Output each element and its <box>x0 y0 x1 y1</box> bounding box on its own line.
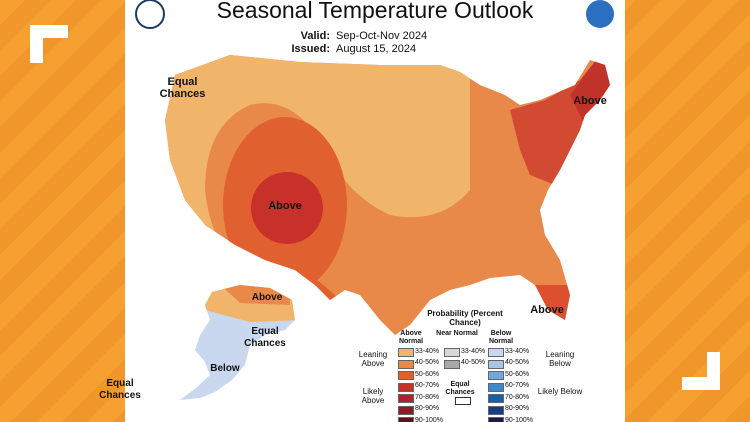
below-swatch <box>488 359 504 369</box>
legend-range: 80-90% <box>505 405 530 412</box>
row-label: Likely Below <box>537 387 583 396</box>
legend-title: Probability (Percent Chance) <box>427 309 503 327</box>
row-label: Leaning Below <box>545 350 575 368</box>
equal-label: Equal Chances <box>445 381 475 396</box>
noaa-logo <box>586 0 614 28</box>
map-label: Below <box>210 363 240 374</box>
below-swatch <box>488 382 504 392</box>
corner-bracket <box>30 25 68 63</box>
map-label: Equal Chances <box>99 378 141 401</box>
above-swatch <box>398 405 414 415</box>
map-label: Above <box>251 292 283 303</box>
legend-column: Below Normal <box>488 330 514 345</box>
above-swatch <box>398 382 414 392</box>
conus <box>165 55 610 335</box>
legend-range: 40-50% <box>505 359 530 366</box>
below-swatch <box>488 371 504 380</box>
map-label: Above <box>573 95 607 107</box>
above-swatch <box>398 417 414 422</box>
below-swatch <box>488 348 504 357</box>
map-label: Above <box>268 200 302 212</box>
legend-range: 60-70% <box>415 382 440 389</box>
below-swatch <box>488 417 504 422</box>
above-swatch <box>398 348 414 357</box>
legend-range: 60-70% <box>505 382 530 389</box>
legend-range: 33-40% <box>461 347 486 355</box>
legend-range: 40-50% <box>415 359 440 366</box>
map-label: Equal Chances <box>159 76 206 100</box>
valid-date: Sep-Oct-Nov 2024 <box>336 30 428 42</box>
legend-range: 90-100% <box>415 416 444 422</box>
corner-bracket <box>682 352 720 390</box>
legend-range: 50-60% <box>505 370 530 378</box>
near-swatch <box>444 348 460 357</box>
issued-date: August 15, 2024 <box>336 43 417 55</box>
above-swatch <box>398 359 414 369</box>
legend-range: 70-80% <box>505 393 530 401</box>
above-swatch <box>398 371 414 380</box>
valid-label: Valid: <box>300 30 330 42</box>
legend-range: 33-40% <box>415 347 440 355</box>
above-swatch <box>398 394 414 403</box>
equal-swatch <box>455 397 471 405</box>
map-label: Above <box>530 304 564 316</box>
legend-range: 33-40% <box>505 347 530 355</box>
title: Seasonal Temperature Outlook <box>216 0 534 23</box>
legend-range: 80-90% <box>415 405 440 412</box>
legend-range: 90-100% <box>505 416 534 422</box>
near-swatch <box>444 359 460 369</box>
doc-seal <box>135 0 165 29</box>
issued-label: Issued: <box>291 43 330 55</box>
below-swatch <box>488 405 504 415</box>
legend-column: Above Normal <box>398 330 424 345</box>
legend-range: 70-80% <box>415 393 440 401</box>
row-label: Likely Above <box>361 387 385 405</box>
row-label: Leaning Above <box>358 350 388 368</box>
legend-column: Near Normal <box>436 330 478 337</box>
map-label: Equal Chances <box>244 326 286 349</box>
below-swatch <box>488 394 504 403</box>
legend-range: 40-50% <box>461 359 486 366</box>
legend-range: 50-60% <box>415 370 440 378</box>
